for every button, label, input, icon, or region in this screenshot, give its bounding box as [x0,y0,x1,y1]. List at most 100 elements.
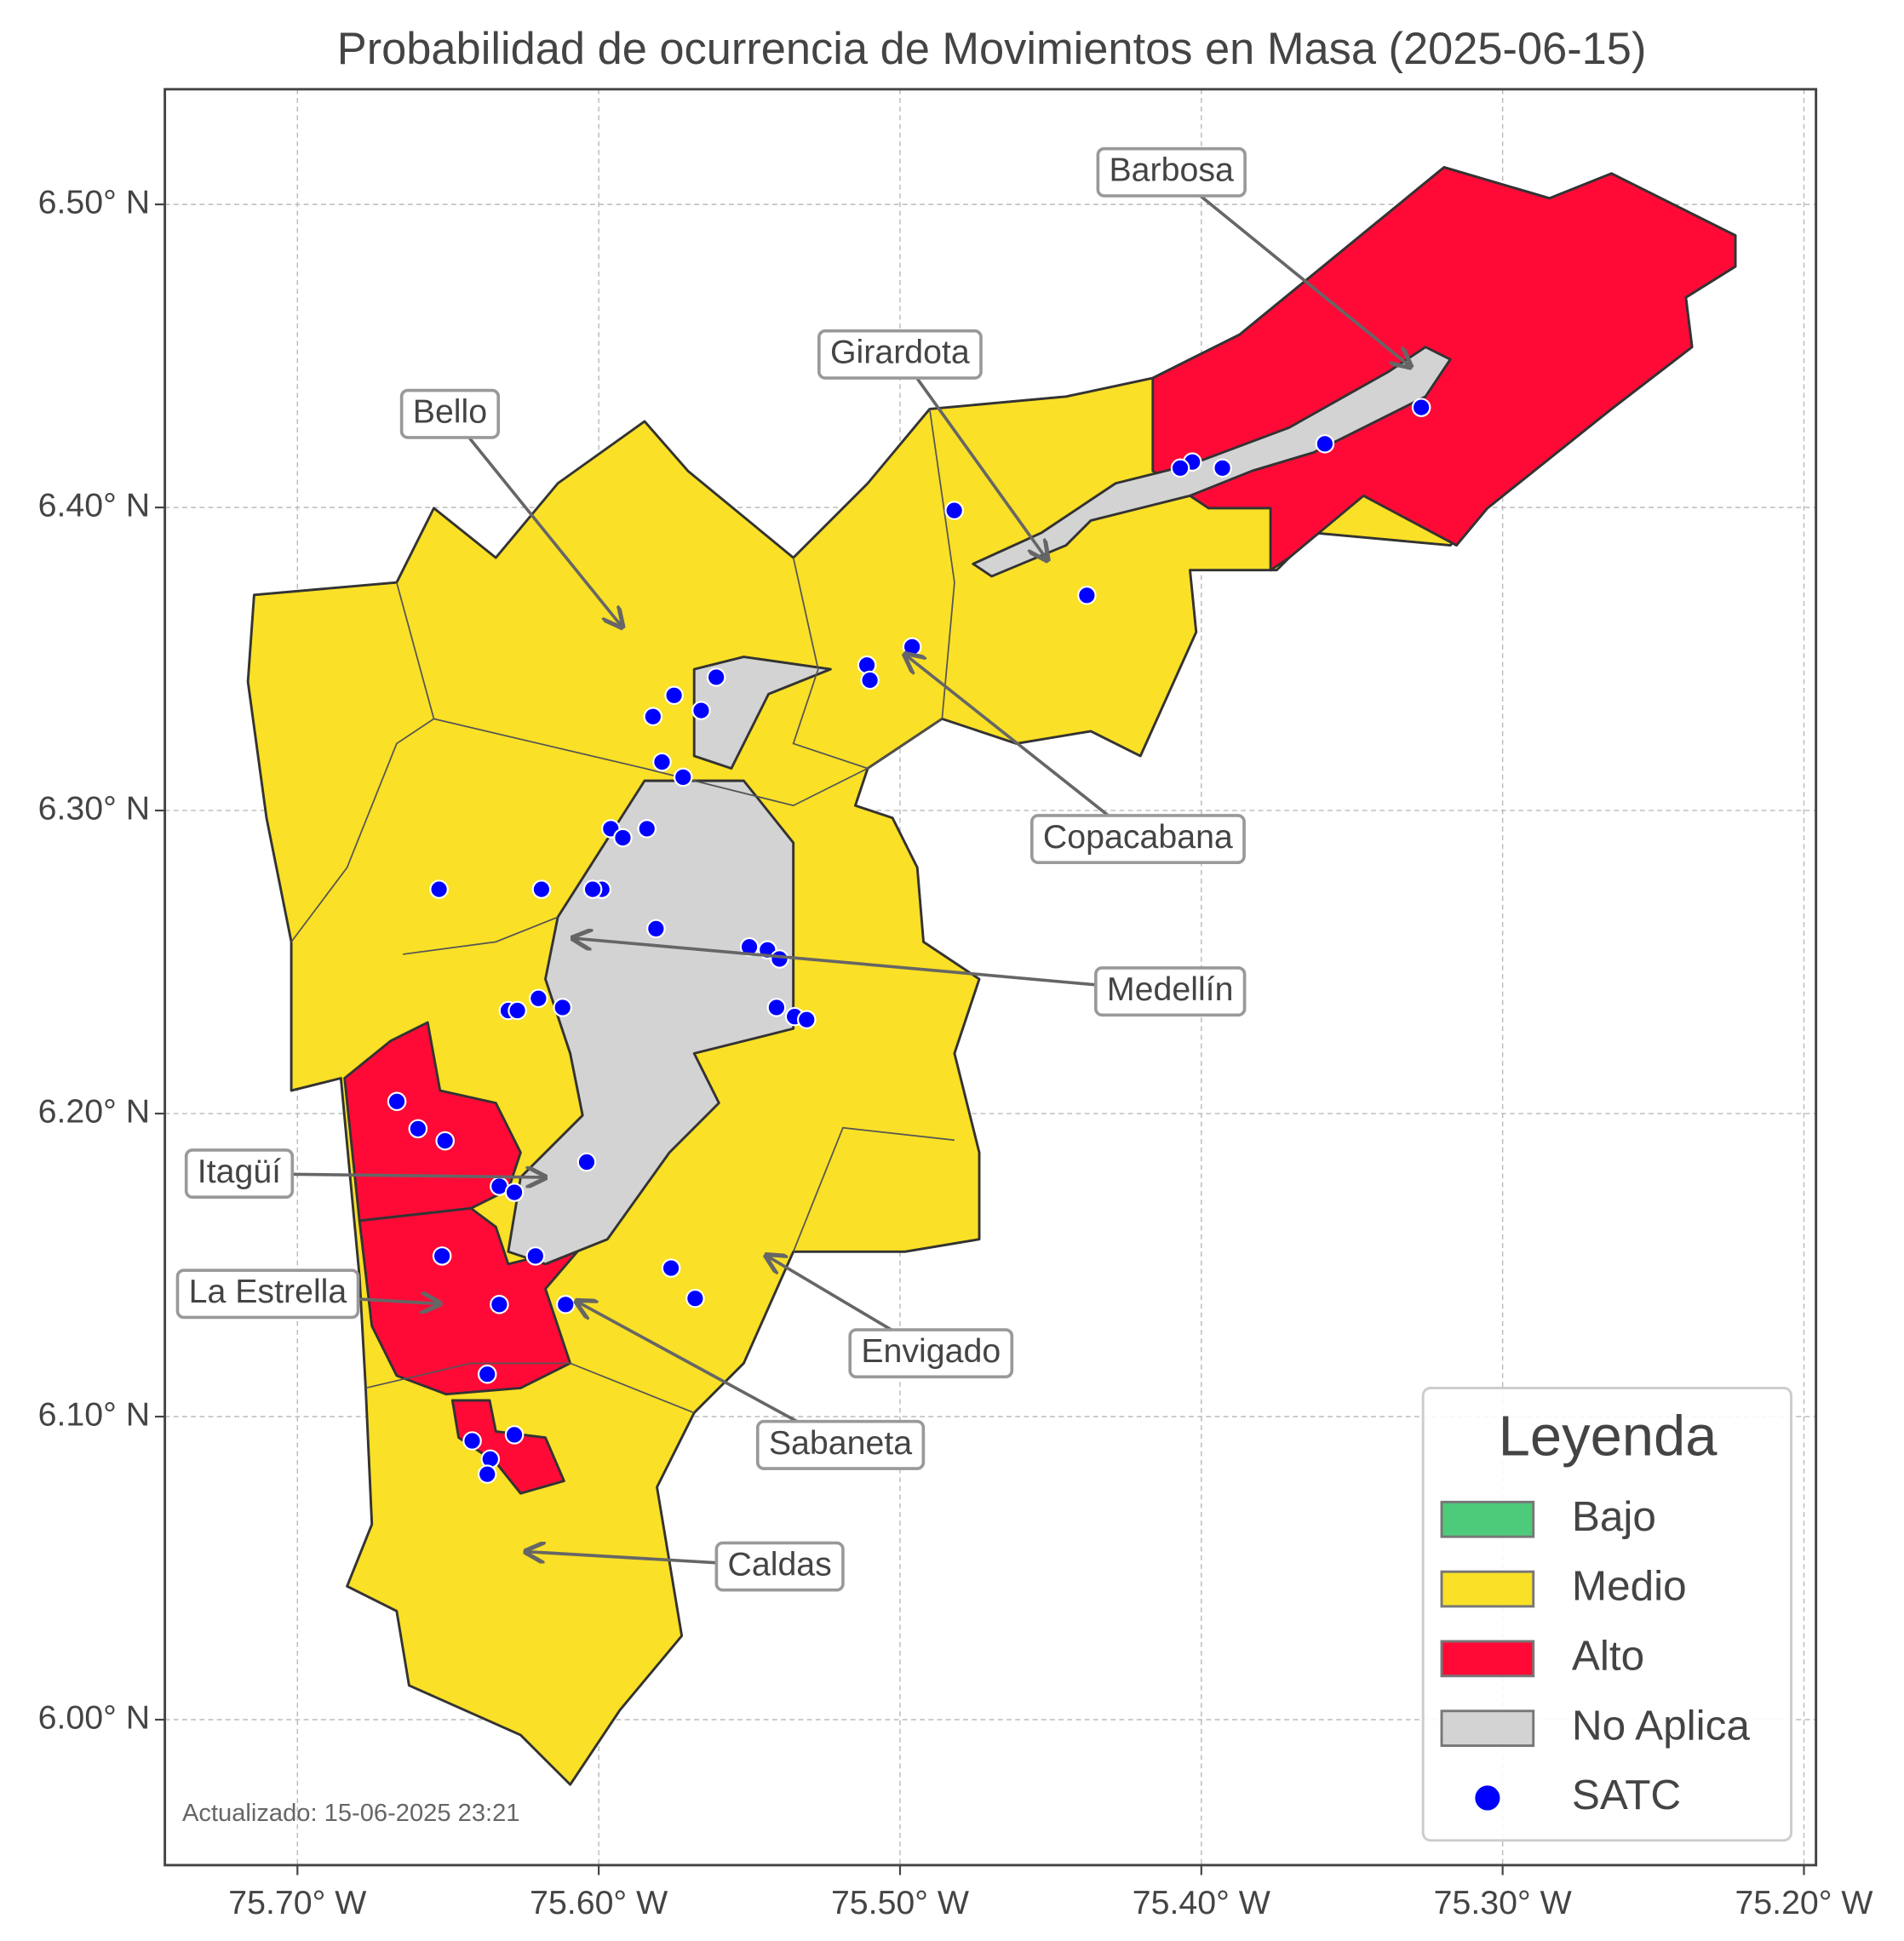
satc-point [739,936,760,957]
annotation-label: Itagüí [198,1153,281,1190]
legend-swatch [1440,1500,1535,1538]
region-alto [358,1206,584,1396]
annotations: Barbosa Girardota Bello Copacabana Medellín I… [175,146,1411,1592]
region-no-aplica [692,656,832,770]
satc-point [525,1246,546,1266]
satc-point [582,879,603,899]
annotation-label: Copacabana [1043,818,1233,856]
annotation-label: La Estrella [189,1273,347,1310]
satc-point [508,1000,527,1021]
annotation-label: Bello [413,393,487,431]
annotation-label: Girardota [830,334,970,371]
satc-point [1213,458,1232,478]
satc-point [770,949,789,969]
legend-title: Leyenda [1499,1404,1718,1468]
satc-point [643,707,663,726]
x-tick-label: 75.20° W [1735,1884,1872,1921]
annotation-box [175,1268,360,1320]
satc-point [387,1091,407,1112]
annotation-box [817,329,983,380]
annotation-arrow [905,655,1139,840]
boundary [365,1362,695,1414]
boundary [402,916,559,955]
satc-point [462,1431,482,1451]
satc-point [691,701,711,720]
axes-frame [163,88,1818,1867]
annotation-box [1094,966,1247,1017]
satc-point [477,1464,497,1484]
ticks: 75.70° W 75.60° W 75.50° W 75.40° W 75.30° W… [38,183,1873,1921]
map-title: Probabilidad de ocurrencia de Movimiento… [337,25,1647,74]
satc-point [490,1295,509,1314]
x-tick-label: 75.70° W [228,1884,366,1921]
x-tick-label: 75.50° W [831,1884,969,1921]
y-tick-label: 6.30° N [38,789,151,827]
legend-label: SATC [1572,1772,1681,1818]
annotation-arrow [573,938,1171,993]
satc-point [685,1288,705,1308]
satc-point [613,827,633,848]
boundary [290,581,435,942]
satc-point [553,998,572,1017]
satc-point [637,819,657,839]
annotation-box [184,1148,295,1200]
satc-point [429,879,449,899]
legend-label: Medio [1572,1563,1687,1610]
y-tick-label: 6.10° N [38,1395,151,1433]
annotation-box [755,1419,926,1470]
x-tick-label: 75.40° W [1133,1884,1270,1921]
satc-point [529,988,548,1009]
annotation-label: Sabaneta [769,1424,912,1462]
satc-point [576,1152,597,1172]
satc-point [860,670,880,690]
satc-layer [387,398,1431,1484]
satc-point [1170,458,1190,478]
satc-point [664,685,684,706]
annotation-box [714,1541,845,1592]
satc-point [646,919,666,939]
legend-marker [1475,1785,1500,1811]
satc-point [652,752,672,772]
annotation-label: Barbosa [1109,152,1234,189]
annotation-box [848,1328,1014,1379]
annotation-label: Envigado [861,1332,1001,1370]
region-no-aplica [507,779,795,1266]
region-medio [246,166,1737,1786]
satc-point [435,1131,455,1151]
satc-point [1315,434,1335,454]
satc-point [661,1258,681,1278]
legend-swatch [1440,1640,1535,1678]
regions [246,166,1737,1786]
annotation-box [1030,814,1246,865]
satc-point [673,767,693,787]
legend-label: Bajo [1572,1493,1656,1540]
annotation-box [1096,146,1247,198]
annotation-box [399,388,501,439]
satc-point [1077,586,1097,605]
satc-point [504,1182,525,1202]
satc-point [797,1010,817,1029]
annotation-arrow [449,413,622,627]
x-tick-label: 75.60° W [530,1884,668,1921]
annotation-arrow [1170,170,1411,367]
satc-point [706,667,726,687]
satc-point [766,998,787,1017]
x-tick-label: 75.30° W [1434,1884,1572,1921]
satc-point [1411,398,1431,417]
satc-point [944,501,964,520]
y-tick-label: 6.50° N [38,183,151,220]
legend-swatch [1440,1570,1535,1608]
legend-label: Alto [1572,1632,1644,1679]
satc-point [408,1119,428,1139]
satc-point [477,1364,497,1384]
satc-point [555,1295,576,1314]
boundary [433,718,943,807]
satc-point [531,879,552,899]
satc-point [432,1246,452,1266]
y-tick-label: 6.20° N [38,1092,151,1130]
y-tick-label: 6.40° N [38,486,151,524]
annotation-label: Caldas [727,1545,831,1583]
legend-label: No Aplica [1572,1702,1751,1749]
boundary [792,557,869,770]
